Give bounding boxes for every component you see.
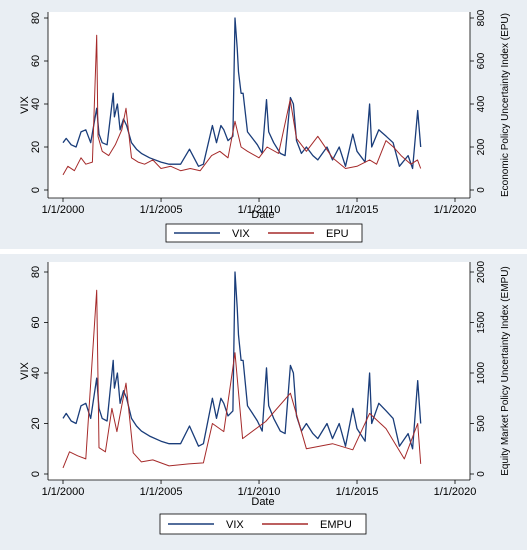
y-tick-label-left: 40 bbox=[30, 367, 42, 379]
series-layer bbox=[62, 271, 422, 469]
x-tick-label: 1/1/2020 bbox=[434, 204, 477, 216]
x-tick-label: 1/1/2015 bbox=[336, 204, 379, 216]
legend: VIX EPU bbox=[165, 223, 363, 243]
y-tick-label-right: 1500 bbox=[476, 311, 487, 334]
x-tick-label: 1/1/2010 bbox=[238, 486, 281, 498]
y-tick-label-right: 200 bbox=[476, 138, 487, 155]
x-tick-label: 1/1/2010 bbox=[238, 204, 281, 216]
legend-label-vix: VIX bbox=[232, 228, 250, 240]
y-axis-label-left: VIX bbox=[19, 361, 31, 379]
series-line-vix bbox=[62, 271, 422, 450]
chart-panel-empu: 0 20 40 60 80 0 500 1000 1500 2000 1/1/2000 1/1/200… bbox=[0, 254, 527, 550]
x-tick-label: 1/1/2015 bbox=[336, 486, 379, 498]
x-axis-label: Date bbox=[251, 209, 274, 221]
y-tick-label-right: 2000 bbox=[476, 260, 487, 283]
legend-box bbox=[165, 223, 363, 243]
y-axis-label-right: Economic Policy Uncertainty Index (EPU) bbox=[500, 13, 511, 197]
x-tick-label: 1/1/2020 bbox=[434, 486, 477, 498]
y-tick-label-left: 60 bbox=[30, 55, 42, 67]
legend: VIX EMPU bbox=[159, 513, 367, 535]
y-tick-label-right: 600 bbox=[476, 52, 487, 69]
y-tick-label-left: 20 bbox=[30, 141, 42, 153]
y-axis-label-left: VIX bbox=[19, 95, 31, 113]
x-tick-label: 1/1/2000 bbox=[42, 204, 85, 216]
series-line-vix bbox=[62, 17, 422, 170]
legend-label-epu: EPU bbox=[326, 228, 349, 240]
y-tick-label-left: 0 bbox=[30, 187, 42, 193]
x-axis-label: Date bbox=[251, 496, 274, 508]
legend-label-vix: VIX bbox=[226, 519, 244, 531]
y-tick-label-right: 0 bbox=[476, 187, 487, 193]
y-tick-label-right: 0 bbox=[476, 471, 487, 477]
y-axis-label-right: Equity Market Policy Uncertainty Index (… bbox=[500, 266, 511, 476]
legend-label-empu: EMPU bbox=[320, 519, 352, 531]
y-tick-label-left: 80 bbox=[30, 266, 42, 278]
x-tick-label: 1/1/2000 bbox=[42, 486, 85, 498]
series-line-empu bbox=[62, 289, 422, 469]
y-tick-label-right: 400 bbox=[476, 95, 487, 112]
y-tick-label-left: 20 bbox=[30, 417, 42, 429]
x-tick-label: 1/1/2005 bbox=[140, 204, 183, 216]
plot-area bbox=[48, 12, 470, 198]
plot-area bbox=[48, 262, 470, 480]
y-tick-label-right: 800 bbox=[476, 9, 487, 26]
y-tick-label-right: 1000 bbox=[476, 361, 487, 384]
series-line-epu bbox=[62, 34, 422, 176]
y-tick-label-left: 0 bbox=[30, 471, 42, 477]
axes-layer: 0 20 40 60 80 0 500 1000 1500 2000 1/1/2000 1/1/200… bbox=[30, 260, 487, 498]
y-tick-label-left: 40 bbox=[30, 98, 42, 110]
x-tick-label: 1/1/2005 bbox=[140, 486, 183, 498]
y-tick-label-right: 500 bbox=[476, 415, 487, 432]
y-tick-label-left: 60 bbox=[30, 316, 42, 328]
series-layer bbox=[62, 17, 422, 176]
y-tick-label-left: 80 bbox=[30, 12, 42, 24]
